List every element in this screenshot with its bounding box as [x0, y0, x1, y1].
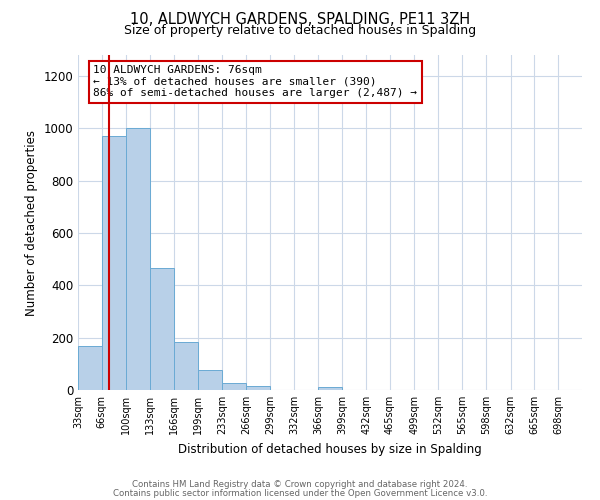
Bar	[246, 386, 270, 390]
X-axis label: Distribution of detached houses by size in Spalding: Distribution of detached houses by size …	[178, 442, 482, 456]
Bar	[174, 342, 198, 390]
Text: 10, ALDWYCH GARDENS, SPALDING, PE11 3ZH: 10, ALDWYCH GARDENS, SPALDING, PE11 3ZH	[130, 12, 470, 28]
Text: Contains public sector information licensed under the Open Government Licence v3: Contains public sector information licen…	[113, 488, 487, 498]
Bar	[150, 268, 174, 390]
Bar	[78, 346, 102, 390]
Text: Contains HM Land Registry data © Crown copyright and database right 2024.: Contains HM Land Registry data © Crown c…	[132, 480, 468, 489]
Bar	[127, 128, 150, 390]
Bar	[102, 136, 127, 390]
Y-axis label: Number of detached properties: Number of detached properties	[25, 130, 38, 316]
Text: Size of property relative to detached houses in Spalding: Size of property relative to detached ho…	[124, 24, 476, 37]
Bar	[198, 370, 223, 390]
Bar	[319, 388, 342, 390]
Text: 10 ALDWYCH GARDENS: 76sqm
← 13% of detached houses are smaller (390)
86% of semi: 10 ALDWYCH GARDENS: 76sqm ← 13% of detac…	[93, 65, 417, 98]
Bar	[223, 384, 246, 390]
